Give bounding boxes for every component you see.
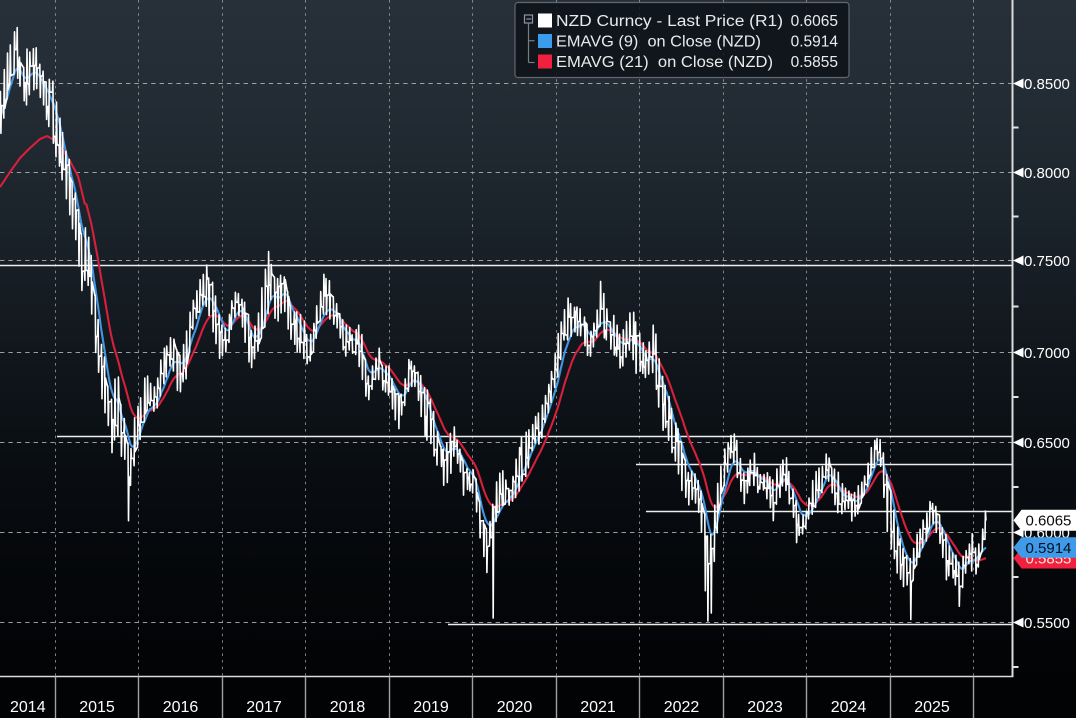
svg-text:0.8000: 0.8000 [1024,165,1070,182]
svg-text:0.6065: 0.6065 [791,13,838,30]
svg-text:0.7500: 0.7500 [1024,253,1070,270]
svg-text:EMAVG (21) on Close (NZD): EMAVG (21) on Close (NZD) [556,54,773,71]
svg-text:2021: 2021 [580,699,616,716]
svg-text:0.5500: 0.5500 [1024,615,1070,632]
svg-text:2020: 2020 [497,699,533,716]
svg-text:0.5855: 0.5855 [791,54,838,71]
svg-text:0.5914: 0.5914 [1026,540,1072,557]
svg-text:2024: 2024 [831,699,867,716]
svg-text:0.6500: 0.6500 [1024,435,1070,452]
svg-text:2019: 2019 [413,699,449,716]
svg-text:2025: 2025 [914,699,950,716]
svg-text:0.7000: 0.7000 [1024,345,1070,362]
svg-text:2023: 2023 [747,699,783,716]
svg-text:2015: 2015 [79,699,115,716]
svg-text:2016: 2016 [163,699,199,716]
svg-text:2018: 2018 [330,699,366,716]
svg-text:0.6065: 0.6065 [1026,513,1072,530]
svg-text:NZD Curncy - Last Price (R1): NZD Curncy - Last Price (R1) [556,13,783,30]
svg-text:2017: 2017 [246,699,282,716]
svg-text:0.5914: 0.5914 [791,34,839,51]
svg-text:0.8500: 0.8500 [1024,76,1070,93]
svg-text:EMAVG (9) on Close (NZD): EMAVG (9) on Close (NZD) [556,34,761,51]
svg-text:2014: 2014 [10,699,46,716]
svg-text:2022: 2022 [664,699,700,716]
